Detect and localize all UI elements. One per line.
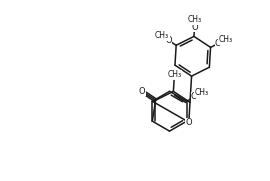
- Text: CH₃: CH₃: [155, 31, 169, 40]
- Text: O: O: [166, 36, 172, 45]
- Text: O: O: [215, 39, 222, 48]
- Text: O: O: [191, 23, 198, 32]
- Text: O: O: [191, 92, 197, 102]
- Text: CH₃: CH₃: [195, 88, 209, 97]
- Text: O: O: [139, 87, 146, 96]
- Text: O: O: [185, 118, 192, 127]
- Text: CH₃: CH₃: [219, 35, 233, 44]
- Text: CH₃: CH₃: [188, 15, 202, 24]
- Text: CH₃: CH₃: [167, 70, 181, 79]
